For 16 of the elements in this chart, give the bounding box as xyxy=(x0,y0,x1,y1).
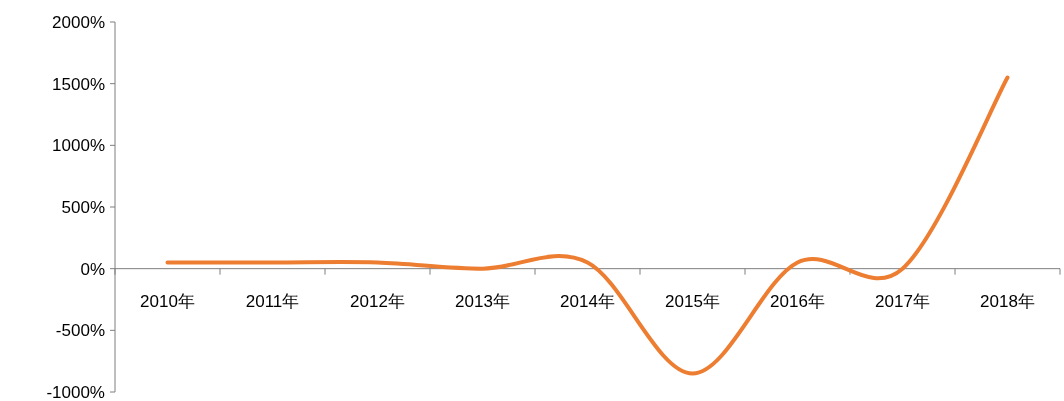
y-tick-label: 500% xyxy=(61,198,105,217)
x-tick-label: 2015年 xyxy=(665,291,720,311)
y-tick-label: 0% xyxy=(80,259,105,279)
x-tick-label: 2011年 xyxy=(245,291,300,311)
y-tick-label: 2000% xyxy=(52,13,105,32)
x-tick-label: 2018年 xyxy=(980,291,1035,311)
y-tick-label: 1000% xyxy=(52,136,105,156)
x-tick-label: 2017年 xyxy=(875,291,930,311)
y-tick-label: 1500% xyxy=(52,74,105,94)
x-tick-label: 2013年 xyxy=(455,291,510,311)
y-tick-label: -1000% xyxy=(46,383,105,401)
x-tick-label: 2016年 xyxy=(770,291,825,311)
x-tick-label: 2010年 xyxy=(140,291,195,311)
x-tick-label: 2014年 xyxy=(560,291,615,311)
x-tick-label: 2012年 xyxy=(350,291,405,311)
y-tick-label: -500% xyxy=(55,321,105,341)
